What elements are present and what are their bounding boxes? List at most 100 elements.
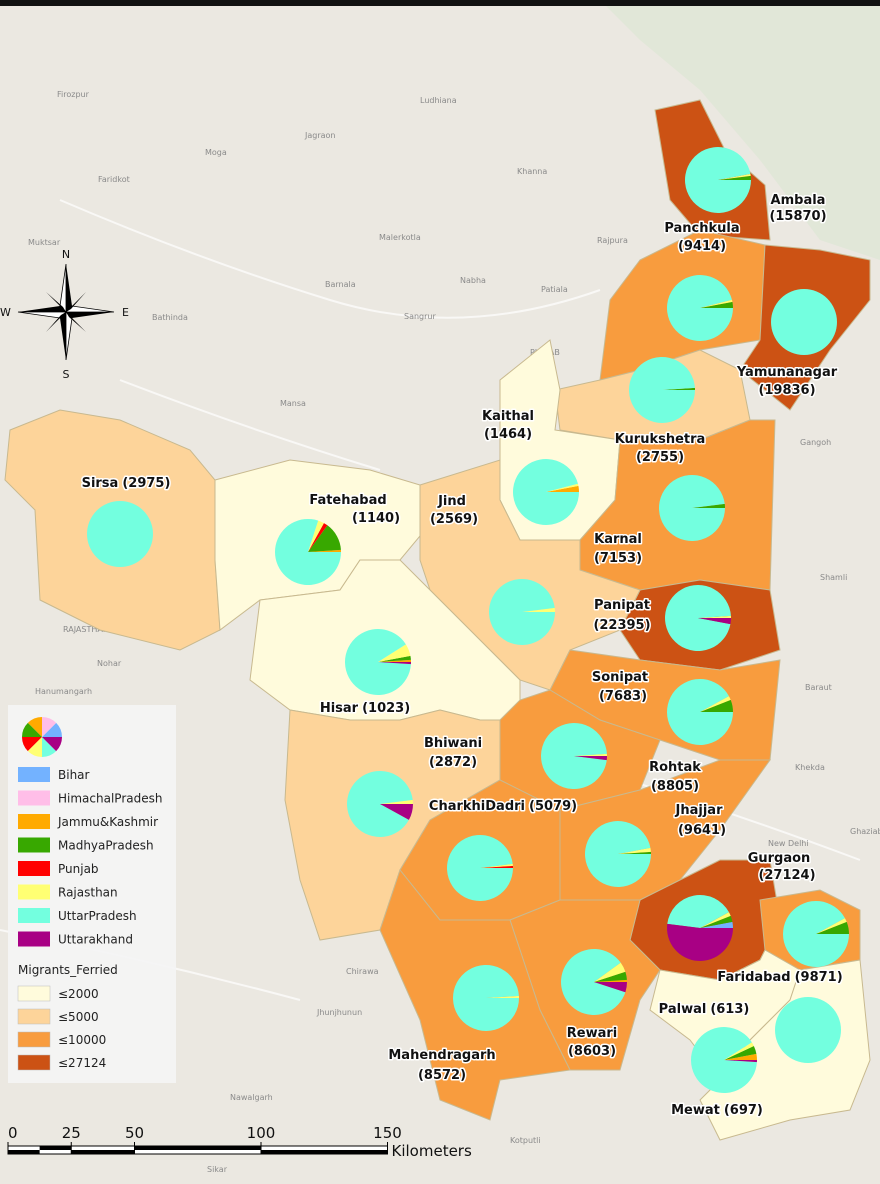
pie-slice xyxy=(561,949,626,1016)
pie-slice xyxy=(618,847,651,854)
pie-slice xyxy=(700,921,733,928)
scale-tick-label: 150 xyxy=(373,1124,402,1142)
place-label: Nawalgarh xyxy=(230,1093,273,1102)
place-label: New Delhi xyxy=(768,839,809,848)
pie-slice xyxy=(700,699,733,712)
legend-label: ≤5000 xyxy=(58,1010,99,1024)
pie-slice xyxy=(667,895,729,928)
pie-slice xyxy=(378,655,411,662)
legend-label: Bihar xyxy=(58,768,90,782)
pie-slice xyxy=(667,679,733,746)
pie-slice xyxy=(718,175,751,180)
place-label: Malerkotla xyxy=(379,233,421,242)
pies xyxy=(87,147,849,1094)
place-label: Sangrur xyxy=(404,312,436,321)
top-edge xyxy=(0,0,880,6)
district-name: Hisar xyxy=(320,701,359,716)
compass-arrow xyxy=(66,264,72,312)
place-label: Shamli xyxy=(820,573,847,582)
legend-swatch xyxy=(17,1008,51,1025)
legend-swatch xyxy=(17,1031,51,1048)
place-label: Barnala xyxy=(325,280,356,289)
roads xyxy=(0,199,861,1001)
place-label: Khanna xyxy=(517,167,547,176)
pie-slice xyxy=(700,912,731,928)
place-label: Ghaziabad xyxy=(850,827,880,836)
place-label: Jhunjhunun xyxy=(316,1008,362,1017)
pie-slice xyxy=(659,474,725,541)
district-name: Jind xyxy=(437,494,466,509)
district-migrants: (613) xyxy=(710,1002,749,1017)
district-migrants: (1023) xyxy=(362,701,410,716)
pie-slice xyxy=(662,387,695,390)
district-name: Panipat xyxy=(594,598,650,613)
compass-arrow xyxy=(18,306,66,312)
pie-slice xyxy=(345,629,411,695)
district-label: Sirsa (2975) xyxy=(82,476,171,491)
pie-slice xyxy=(378,659,411,662)
district-label: Faridabad (9871) xyxy=(717,970,842,985)
hills xyxy=(600,0,880,260)
pie-slice xyxy=(594,982,627,993)
legend-label: MadhyaPradesh xyxy=(58,839,154,853)
pie-slice xyxy=(486,995,519,998)
pie-slice xyxy=(541,723,607,790)
pie-slice xyxy=(308,520,324,552)
pie-slice xyxy=(308,549,341,552)
district-name: Kaithal xyxy=(482,409,534,424)
pie-slice xyxy=(585,821,651,888)
pie-slice xyxy=(629,356,695,423)
legend-label: Punjab xyxy=(58,862,99,876)
district-migrants: (8603) xyxy=(568,1044,616,1059)
pie-slice xyxy=(692,503,725,508)
pie-slice xyxy=(816,918,847,934)
district-name: Rohtak xyxy=(649,760,701,775)
district-name: Sonipat xyxy=(592,670,648,685)
pie-slice xyxy=(87,501,153,567)
district-migrants: (7153) xyxy=(594,551,642,566)
legend-label: HimachalPradesh xyxy=(58,792,162,806)
pie-slice xyxy=(698,618,731,625)
legend-swatch xyxy=(18,790,50,806)
place-label: Nohar xyxy=(97,659,122,668)
district-name: Bhiwani xyxy=(424,736,482,751)
compass-arrow xyxy=(46,312,66,332)
scale-bar-segment xyxy=(8,1150,40,1154)
legend-swatch xyxy=(17,985,51,1002)
scale-tick-label: 0 xyxy=(8,1124,18,1142)
pie-slice xyxy=(380,804,413,820)
scale-tick-label: 50 xyxy=(125,1124,144,1142)
legend-pie-wedge xyxy=(42,737,57,757)
district-name: Ambala xyxy=(771,193,826,208)
district-name: Panchkula xyxy=(664,221,739,236)
place-label: Sikar xyxy=(207,1165,228,1174)
legend-pie-wedge xyxy=(42,737,62,752)
district-migrants: (2975) xyxy=(122,476,170,491)
district-migrants: (9871) xyxy=(795,970,843,985)
place-label: Bathinda xyxy=(152,313,188,322)
pie-slice xyxy=(574,756,607,761)
pie-slice xyxy=(546,485,579,492)
compass-e: E xyxy=(122,306,129,319)
pie-slice xyxy=(594,971,627,982)
pie-slice xyxy=(513,459,579,526)
pie-slice xyxy=(480,863,513,868)
legend-pie-wedge xyxy=(27,717,42,737)
pie-slice xyxy=(594,962,626,982)
district-migrants: (697) xyxy=(724,1103,763,1118)
pie-slice xyxy=(667,274,733,341)
district-migrants: (22395) xyxy=(593,618,650,633)
pie-slice xyxy=(665,585,731,652)
legend-label: Uttarakhand xyxy=(58,933,133,947)
district-name: CharkhiDadri xyxy=(429,799,525,814)
place-label: Nabha xyxy=(460,276,486,285)
place-label: Rajpura xyxy=(597,236,628,245)
district-migrants: (8805) xyxy=(651,779,699,794)
pie-slice xyxy=(447,834,513,901)
district-migrants: (8572) xyxy=(418,1068,466,1083)
legend-pie-wedge xyxy=(27,737,42,757)
labels: Ambala(15870) Panchkula (9414) Yamunanagar (… xyxy=(80,192,844,1120)
legend-pie-icon xyxy=(22,717,63,757)
